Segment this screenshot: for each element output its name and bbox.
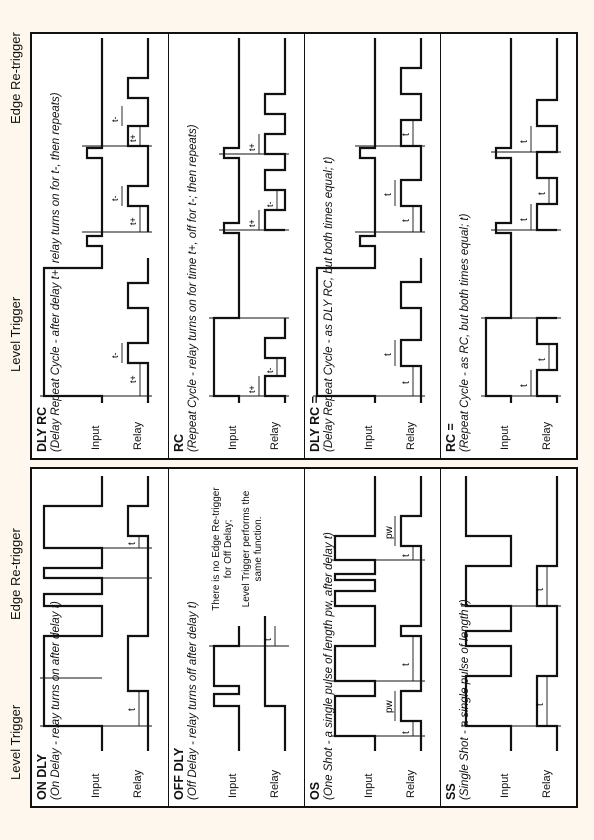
time-mark: t bbox=[519, 140, 530, 143]
time-mark: t bbox=[537, 192, 548, 195]
delay-mark: t bbox=[535, 588, 546, 591]
panel-rc-equal: RC = (Repeat Cycle - as RC, but both tim… bbox=[440, 34, 576, 458]
header-edge-retrigger-left: Edge Re-trigger bbox=[8, 528, 23, 620]
on-time-mark: t+ bbox=[128, 217, 138, 225]
time-mark: t bbox=[401, 133, 412, 136]
delay-mark: t bbox=[401, 554, 412, 557]
panel-off-dly: OFF DLY (Off Delay - relay turns off aft… bbox=[168, 469, 304, 806]
panel-dly-rc: DLY RC (Delay Repeat Cycle - after delay… bbox=[32, 34, 168, 458]
on-dly-waveform: t t bbox=[40, 476, 152, 751]
on-time-mark: t+ bbox=[247, 219, 257, 227]
dly-rc-equal-waveform: t t t t t bbox=[313, 38, 425, 403]
panel-ss: SS (Single Shot - a single pulse of leng… bbox=[440, 469, 576, 806]
on-time-mark: t+ bbox=[128, 375, 138, 383]
time-mark: t bbox=[401, 381, 412, 384]
off-dly-waveform: t bbox=[209, 616, 289, 751]
on-time-mark: t+ bbox=[247, 385, 257, 393]
time-mark: t bbox=[519, 384, 530, 387]
delay-mark: t bbox=[127, 708, 138, 711]
off-time-mark: t- bbox=[110, 116, 120, 122]
off-time-mark: t- bbox=[265, 367, 275, 373]
time-mark: t bbox=[383, 353, 394, 356]
header-level-trigger-right: Level Trigger bbox=[8, 296, 23, 372]
delay-mark: t bbox=[263, 638, 274, 641]
delay-mark: t bbox=[401, 731, 412, 734]
panel-dly-rc-equal: DLY RC = (Delay Repeat Cycle - as DLY RC… bbox=[304, 34, 440, 458]
on-time-mark: t+ bbox=[247, 143, 257, 151]
delay-mark: t bbox=[127, 542, 138, 545]
rc-equal-waveform: t t t t t bbox=[481, 38, 561, 403]
off-time-mark: t- bbox=[265, 201, 275, 207]
time-mark: t bbox=[383, 193, 394, 196]
on-time-mark: t+ bbox=[128, 134, 138, 142]
delay-mark: t bbox=[401, 663, 412, 666]
rc-waveform: t+ t- t+ t- t+ bbox=[209, 38, 289, 403]
os-waveform: t pw t t pw bbox=[331, 476, 425, 751]
right-function-box: DLY RC (Delay Repeat Cycle - after delay… bbox=[30, 32, 578, 460]
time-mark: t bbox=[401, 219, 412, 222]
off-time-mark: t- bbox=[110, 352, 120, 358]
ss-waveform: t t bbox=[461, 476, 561, 751]
time-mark: t bbox=[519, 218, 530, 221]
time-mark: t bbox=[537, 358, 548, 361]
header-level-trigger-left: Level Trigger bbox=[8, 704, 23, 780]
dly-rc-waveform: t+ t- t+ t- t+ t- bbox=[40, 38, 152, 403]
panel-os: OS (One Shot - a single pulse of length … bbox=[304, 469, 440, 806]
pulse-width-mark: pw bbox=[384, 699, 395, 713]
header-edge-retrigger-right: Edge Re-trigger bbox=[8, 32, 23, 124]
left-function-box: ON DLY (On Delay - relay turns on after … bbox=[30, 467, 578, 808]
panel-rc: RC (Repeat Cycle - relay turns on for ti… bbox=[168, 34, 304, 458]
delay-mark: t bbox=[535, 703, 546, 706]
panel-on-dly: ON DLY (On Delay - relay turns on after … bbox=[32, 469, 168, 806]
off-time-mark: t- bbox=[110, 195, 120, 201]
pulse-width-mark: pw bbox=[384, 525, 395, 539]
